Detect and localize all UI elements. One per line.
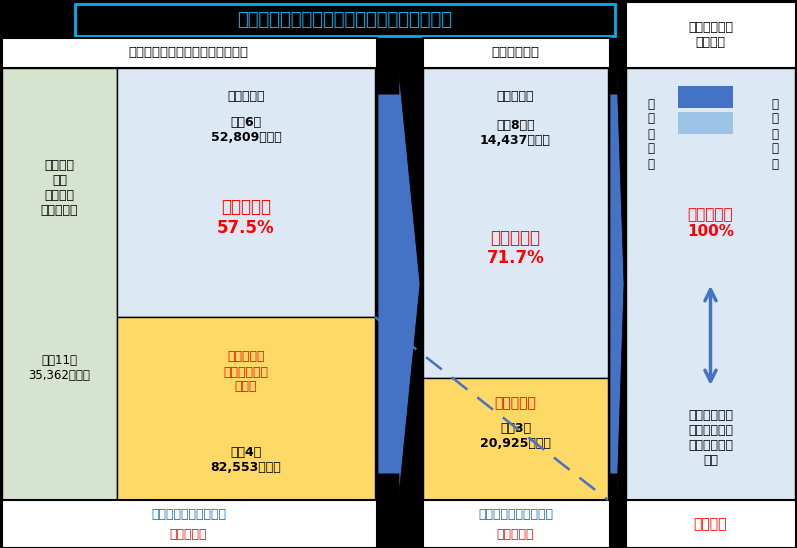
- Bar: [117, 317, 375, 500]
- Polygon shape: [610, 73, 624, 495]
- Text: 使
用
料
収
入: 使 用 料 収 入: [771, 98, 779, 170]
- Text: 使用料対象経費の内訳: 使用料対象経費の内訳: [478, 509, 553, 522]
- Text: 【約3億
20,925千円】: 【約3億 20,925千円】: [480, 422, 551, 450]
- Bar: [678, 112, 733, 134]
- Bar: [423, 38, 610, 68]
- Bar: [2, 38, 377, 68]
- Bar: [626, 2, 796, 68]
- Text: 使用料対象経費の内訳: 使用料対象経費の内訳: [151, 509, 226, 522]
- Bar: [75, 4, 615, 36]
- Text: 【約4億
82,553千円】: 【約4億 82,553千円】: [210, 446, 281, 474]
- Text: 汚水処理費用
を使用料収入
でまかなえる
水準: 汚水処理費用 を使用料収入 でまかなえる 水準: [688, 409, 733, 467]
- Bar: [626, 68, 795, 500]
- Bar: [423, 378, 608, 500]
- Text: 使用料不足: 使用料不足: [495, 396, 536, 410]
- Text: 「使用料水準
の目標」: 「使用料水準 の目標」: [688, 21, 733, 49]
- Text: 【目標】: 【目標】: [693, 517, 727, 531]
- Text: 【約11億
35,362千円】: 【約11億 35,362千円】: [29, 354, 90, 382]
- Text: 使用料収入: 使用料収入: [227, 89, 265, 102]
- Text: 【改定後】: 【改定後】: [497, 528, 534, 541]
- Text: 使用料改定前（令和２年度決算）: 使用料改定前（令和２年度決算）: [128, 47, 249, 60]
- Text: 【約8億円
14,437千円】: 【約8億円 14,437千円】: [480, 119, 551, 147]
- Polygon shape: [378, 73, 420, 495]
- Text: 使用料収入: 使用料収入: [497, 89, 534, 102]
- Text: 【約6億
52,809千円】: 【約6億 52,809千円】: [210, 116, 281, 144]
- Text: 経費回収率
100%: 経費回収率 100%: [687, 207, 734, 239]
- Text: 使用料不足
（一般会計繰
入金）: 使用料不足 （一般会計繰 入金）: [223, 351, 269, 393]
- Text: 汚水処理
費用
（使用料
対象費用）: 汚水処理 費用 （使用料 対象費用）: [41, 159, 78, 217]
- Bar: [678, 86, 733, 108]
- Text: 【改定前】: 【改定前】: [170, 528, 207, 541]
- Bar: [2, 500, 377, 548]
- Text: 汚
水
処
理
費: 汚 水 処 理 費: [647, 98, 654, 170]
- Bar: [2, 68, 117, 500]
- Bar: [423, 68, 608, 378]
- Bar: [2, 2, 795, 38]
- Text: 経費回収率
71.7%: 経費回収率 71.7%: [487, 229, 544, 267]
- Bar: [117, 68, 375, 317]
- Text: 使用料改定後: 使用料改定後: [492, 47, 540, 60]
- Text: 使用料改定による使用料不足改善のイメージ: 使用料改定による使用料不足改善のイメージ: [238, 11, 453, 29]
- Bar: [423, 500, 610, 548]
- Bar: [626, 500, 796, 548]
- Text: 経費回収率
57.5%: 経費回収率 57.5%: [218, 198, 275, 237]
